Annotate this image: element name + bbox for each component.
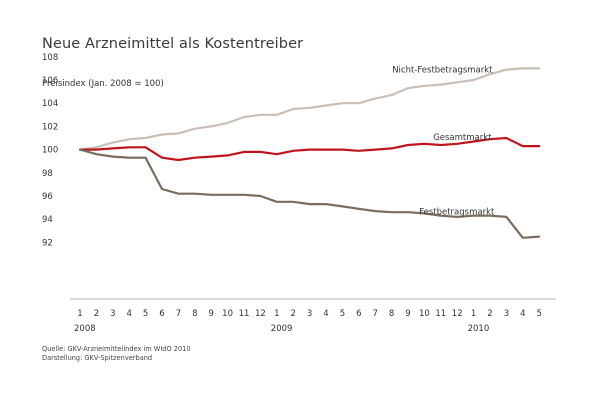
- x-tick-label: 5: [340, 309, 345, 319]
- x-tick-label: 4: [126, 309, 131, 319]
- x-tick-label: 3: [307, 309, 312, 319]
- series-line: [78, 67, 541, 151]
- credit-note: Darstellung: GKV-Spitzenverband: [42, 354, 153, 362]
- x-tick-label: 9: [208, 309, 213, 319]
- series-line: [78, 148, 541, 239]
- x-tick-label: 6: [356, 309, 361, 319]
- x-tick-label: 11: [239, 309, 250, 319]
- year-label: 2010: [468, 324, 490, 334]
- x-tick-label: 1: [77, 309, 82, 319]
- x-tick-label: 12: [452, 309, 463, 319]
- source-notes: Quelle: GKV-Arzneimittelindex im WIdO 20…: [42, 345, 191, 363]
- x-tick-label: 12: [255, 309, 266, 319]
- x-tick-label: 8: [389, 309, 394, 319]
- year-label: 2008: [74, 324, 96, 334]
- x-tick-label: 10: [222, 309, 233, 319]
- x-tick-label: 4: [323, 309, 328, 319]
- year-label: 2009: [271, 324, 293, 334]
- x-tick-label: 6: [159, 309, 164, 319]
- x-tick-label: 3: [110, 309, 115, 319]
- source-note: Quelle: GKV-Arzneimittelindex im WIdO 20…: [42, 345, 191, 353]
- series-label: Festbetragsmarkt: [419, 208, 495, 218]
- chart-title: Neue Arzneimittel als Kostentreiber: [42, 36, 304, 52]
- x-tick-label: 1: [274, 309, 279, 319]
- x-tick-label: 2: [487, 309, 492, 319]
- series-label: Nicht-Festbetragsmarkt: [392, 65, 493, 75]
- y-tick-label: 108: [42, 53, 58, 63]
- x-tick-label: 2: [94, 309, 99, 319]
- series-layer: [78, 67, 541, 239]
- x-tick-label: 11: [435, 309, 446, 319]
- y-tick-label: 98: [42, 169, 53, 179]
- series-label-layer: Nicht-Festbetragsmarkt Gesamtmarkt Festbet…: [392, 65, 495, 217]
- series-label: Gesamtmarkt: [433, 133, 492, 143]
- x-tick-label: 7: [176, 309, 181, 319]
- y-tick-label: 106: [42, 76, 58, 86]
- x-tick-label: 3: [504, 309, 509, 319]
- x-tick-label: 5: [143, 309, 148, 319]
- x-tick-label: 7: [372, 309, 377, 319]
- y-tick-label: 92: [42, 238, 53, 248]
- x-tick-label: 10: [419, 309, 430, 319]
- y-tick-label: 94: [42, 215, 53, 225]
- y-axis-label: Preisindex (Jan. 2008 = 100): [42, 79, 164, 89]
- y-tick-label: 104: [42, 99, 58, 109]
- y-tick-label: 100: [42, 146, 58, 156]
- x-tick-label: 4: [520, 309, 525, 319]
- x-tick-label: 9: [405, 309, 410, 319]
- x-tick-label: 1: [471, 309, 476, 319]
- x-tick-label: 5: [536, 309, 541, 319]
- series-line: [78, 136, 541, 162]
- y-tick-label: 96: [42, 192, 53, 202]
- x-tick-label: 8: [192, 309, 197, 319]
- y-tick-label: 102: [42, 122, 58, 132]
- x-tick-label: 2: [290, 309, 295, 319]
